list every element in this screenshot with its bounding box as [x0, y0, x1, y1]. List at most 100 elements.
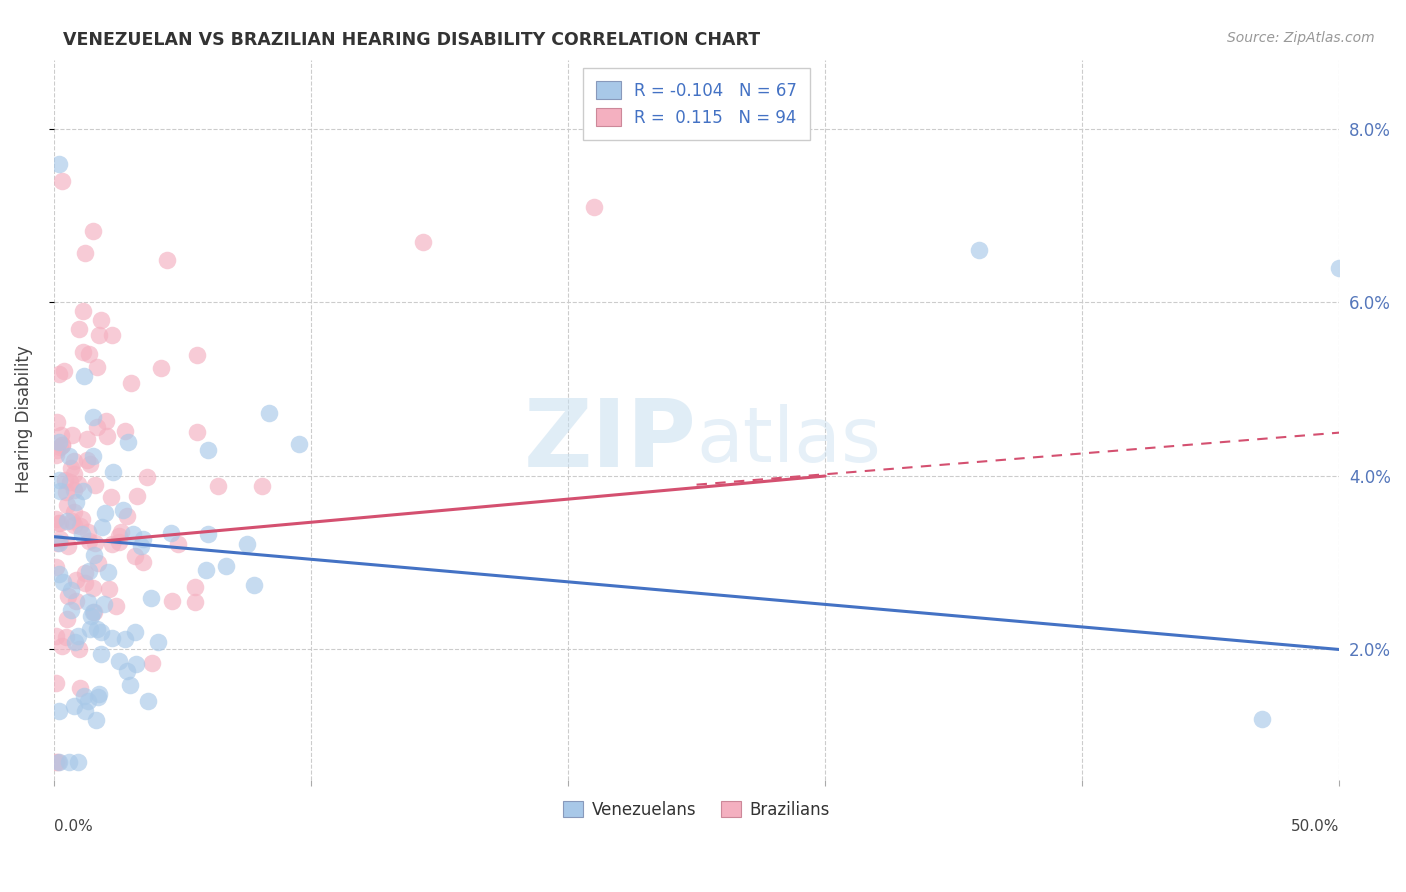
Point: [46, 756, 69, 770]
Point: [117, 508, 139, 523]
Point: [83, 535, 105, 549]
Point: [48, 157, 70, 171]
Point: [141, 656, 163, 670]
Point: [58, 756, 80, 770]
Point: [135, 469, 157, 483]
Point: [56, 612, 79, 626]
Point: [70, 512, 93, 526]
Point: [49, 428, 72, 442]
Point: [72, 689, 94, 703]
Point: [77, 595, 100, 609]
Point: [48, 704, 70, 718]
Point: [195, 563, 218, 577]
Text: atlas: atlas: [696, 404, 882, 478]
Point: [82, 224, 104, 238]
Point: [72, 484, 94, 499]
Point: [65, 594, 87, 608]
Point: [124, 625, 146, 640]
Point: [55, 484, 77, 499]
Point: [55, 631, 77, 645]
Point: [197, 527, 219, 541]
Point: [45, 511, 67, 525]
Point: [76, 524, 98, 539]
Point: [62, 467, 84, 481]
Point: [186, 348, 208, 362]
Point: [87, 687, 110, 701]
Point: [582, 200, 605, 214]
Point: [90, 313, 112, 327]
Point: [63, 483, 86, 498]
Point: [250, 479, 273, 493]
Point: [51, 640, 73, 654]
Point: [83, 548, 105, 562]
Point: [48, 473, 70, 487]
Point: [52, 574, 75, 589]
Point: [51, 174, 73, 188]
Point: [114, 424, 136, 438]
Point: [1251, 712, 1274, 726]
Point: [70, 527, 93, 541]
Point: [93, 598, 115, 612]
Point: [59, 603, 82, 617]
Point: [969, 244, 991, 258]
Point: [166, 536, 188, 550]
Point: [56, 589, 79, 603]
Point: [63, 699, 86, 714]
Point: [48, 535, 70, 549]
Point: [94, 414, 117, 428]
Point: [63, 505, 86, 519]
Point: [94, 506, 117, 520]
Point: [53, 474, 76, 488]
Point: [100, 490, 122, 504]
Point: [86, 420, 108, 434]
Point: [82, 410, 104, 425]
Point: [63, 518, 86, 533]
Point: [66, 629, 89, 643]
Point: [288, 437, 311, 451]
Point: [73, 368, 96, 383]
Point: [98, 582, 121, 596]
Point: [65, 573, 87, 587]
Point: [46, 442, 69, 457]
Point: [1329, 260, 1351, 275]
Point: [156, 253, 179, 268]
Point: [110, 524, 132, 539]
Point: [51, 438, 73, 452]
Point: [87, 328, 110, 343]
Point: [69, 519, 91, 533]
Point: [67, 477, 90, 491]
Point: [129, 539, 152, 553]
Point: [73, 704, 96, 718]
Point: [86, 556, 108, 570]
Point: [125, 657, 148, 671]
Point: [132, 532, 155, 546]
Point: [127, 489, 149, 503]
Point: [48, 367, 70, 381]
Text: Source: ZipAtlas.com: Source: ZipAtlas.com: [1227, 31, 1375, 45]
Point: [184, 580, 207, 594]
Point: [108, 528, 131, 542]
Point: [67, 641, 90, 656]
Point: [87, 690, 110, 704]
Point: [100, 631, 122, 645]
Point: [100, 537, 122, 551]
Point: [111, 502, 134, 516]
Legend: Venezuelans, Brazilians: Venezuelans, Brazilians: [557, 794, 837, 825]
Point: [84, 713, 107, 727]
Point: [77, 347, 100, 361]
Point: [45, 756, 67, 770]
Point: [108, 534, 131, 549]
Point: [69, 322, 91, 336]
Point: [83, 605, 105, 619]
Point: [124, 549, 146, 563]
Point: [412, 235, 434, 249]
Point: [107, 655, 129, 669]
Point: [77, 694, 100, 708]
Point: [114, 632, 136, 646]
Point: [48, 435, 70, 450]
Point: [101, 465, 124, 479]
Point: [55, 498, 77, 512]
Point: [80, 609, 103, 624]
Point: [45, 629, 67, 643]
Point: [56, 539, 79, 553]
